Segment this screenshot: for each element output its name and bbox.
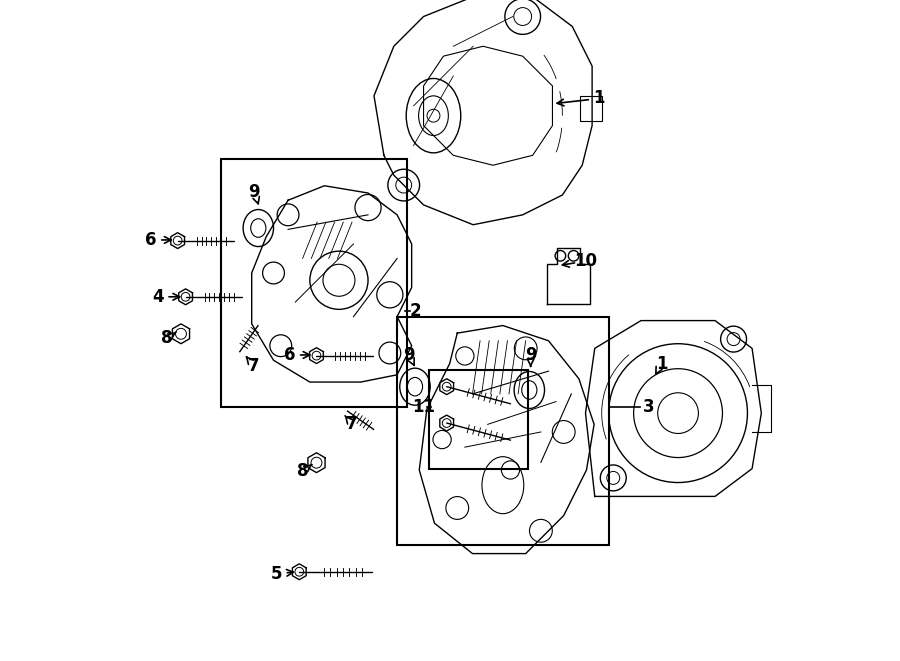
Text: 10: 10 [574,252,597,270]
Text: 6: 6 [284,346,295,364]
Text: 7: 7 [248,356,259,375]
Text: 9: 9 [403,346,415,364]
Bar [220,159,407,407]
Text: 1: 1 [656,354,667,373]
Bar [397,317,608,545]
Text: 1: 1 [594,89,605,108]
Text: 8: 8 [161,329,173,348]
Text: 2: 2 [410,301,421,320]
Text: 4: 4 [152,288,164,306]
Text: 3: 3 [643,397,654,416]
Text: 8: 8 [297,462,309,481]
Text: 5: 5 [270,564,282,583]
Text: 9: 9 [525,346,536,364]
Text: 7: 7 [346,415,358,434]
Text: 11: 11 [412,397,435,416]
Bar [428,370,528,469]
Text: 6: 6 [145,231,157,249]
Text: 9: 9 [248,182,260,201]
Bar [580,96,602,121]
